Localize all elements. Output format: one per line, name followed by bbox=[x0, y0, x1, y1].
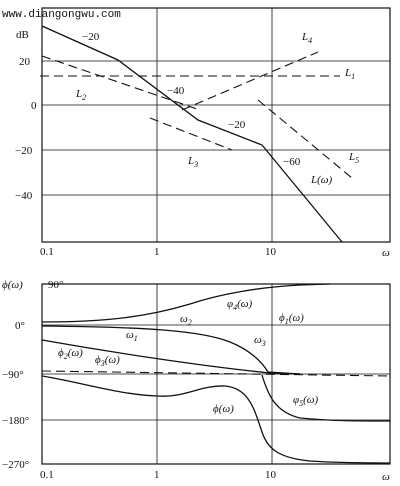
label-phi2: ϕ2(ω) bbox=[58, 347, 83, 361]
label-phi1: ϕ1(ω) bbox=[279, 312, 304, 326]
label-omega3: ω3 bbox=[254, 334, 266, 348]
xtick-0.1: 0.1 bbox=[40, 246, 54, 258]
ytick-90deg: 90° bbox=[48, 279, 63, 291]
watermark: www.diangongwu.com bbox=[2, 9, 121, 21]
line-L4 bbox=[181, 51, 319, 111]
xtick-1: 1 bbox=[154, 246, 160, 258]
phase-xtick-1: 1 bbox=[154, 469, 160, 481]
phase-curve-phi5 bbox=[261, 374, 391, 422]
ytick-minus180deg: −180° bbox=[2, 415, 29, 427]
label-L5: L5 bbox=[348, 151, 359, 165]
phase-curve-phi bbox=[41, 375, 391, 464]
ytick-0deg: 0° bbox=[15, 320, 25, 332]
label-L1: L1 bbox=[344, 67, 355, 81]
line-minus90-dashed bbox=[41, 370, 391, 377]
label-phi4: φ4(ω) bbox=[227, 298, 253, 312]
phase-curve-phi1 bbox=[41, 325, 301, 375]
label-phi5: φ5(ω) bbox=[293, 394, 319, 408]
line-L5 bbox=[257, 99, 353, 179]
magnitude-unit: dB bbox=[16, 29, 29, 41]
ytick-minus20: −20 bbox=[15, 145, 33, 157]
slope-label-1: −20 bbox=[82, 31, 100, 43]
label-L2: L2 bbox=[75, 88, 86, 102]
label-L4: L4 bbox=[301, 31, 312, 45]
line-L3 bbox=[149, 117, 233, 151]
phase-x-axis-omega: ω bbox=[382, 471, 390, 483]
phase-xtick-10: 10 bbox=[265, 469, 277, 481]
ytick-0: 0 bbox=[31, 100, 37, 112]
ytick-20: 20 bbox=[19, 56, 31, 68]
phase-y-label: ϕ(ω) bbox=[2, 279, 23, 291]
magnitude-plot: dB 20 0 −20 −40 0.1 1 10 ω −20 −40 −20 −… bbox=[15, 7, 391, 259]
xtick-10: 10 bbox=[265, 246, 277, 258]
magnitude-curve-L bbox=[41, 25, 343, 243]
magnitude-frame bbox=[41, 7, 391, 243]
ytick-minus40: −40 bbox=[15, 190, 33, 202]
label-L3: L3 bbox=[187, 155, 198, 169]
slope-label-3: −20 bbox=[228, 119, 246, 131]
x-axis-omega: ω bbox=[382, 247, 390, 259]
slope-label-2: −40 bbox=[167, 85, 185, 97]
phase-curve-phi2-phi3 bbox=[41, 339, 301, 375]
phase-curve-phi4 bbox=[41, 283, 331, 323]
phase-plot: ϕ(ω) 90° 0° −90° −180° −270° 0.1 1 10 ω … bbox=[2, 279, 391, 483]
label-L-omega: L(ω) bbox=[310, 174, 333, 186]
ytick-minus90deg: −90° bbox=[2, 369, 24, 381]
phase-xtick-0.1: 0.1 bbox=[40, 469, 54, 481]
label-phi3: ϕ3(ω) bbox=[95, 354, 120, 368]
line-L2 bbox=[41, 55, 201, 111]
label-omega1: ω1 bbox=[126, 329, 138, 343]
slope-label-4: −60 bbox=[283, 156, 301, 168]
label-omega2: ω2 bbox=[180, 313, 192, 327]
ytick-minus270deg: −270° bbox=[2, 459, 29, 471]
label-phi-total: ϕ(ω) bbox=[213, 403, 234, 415]
